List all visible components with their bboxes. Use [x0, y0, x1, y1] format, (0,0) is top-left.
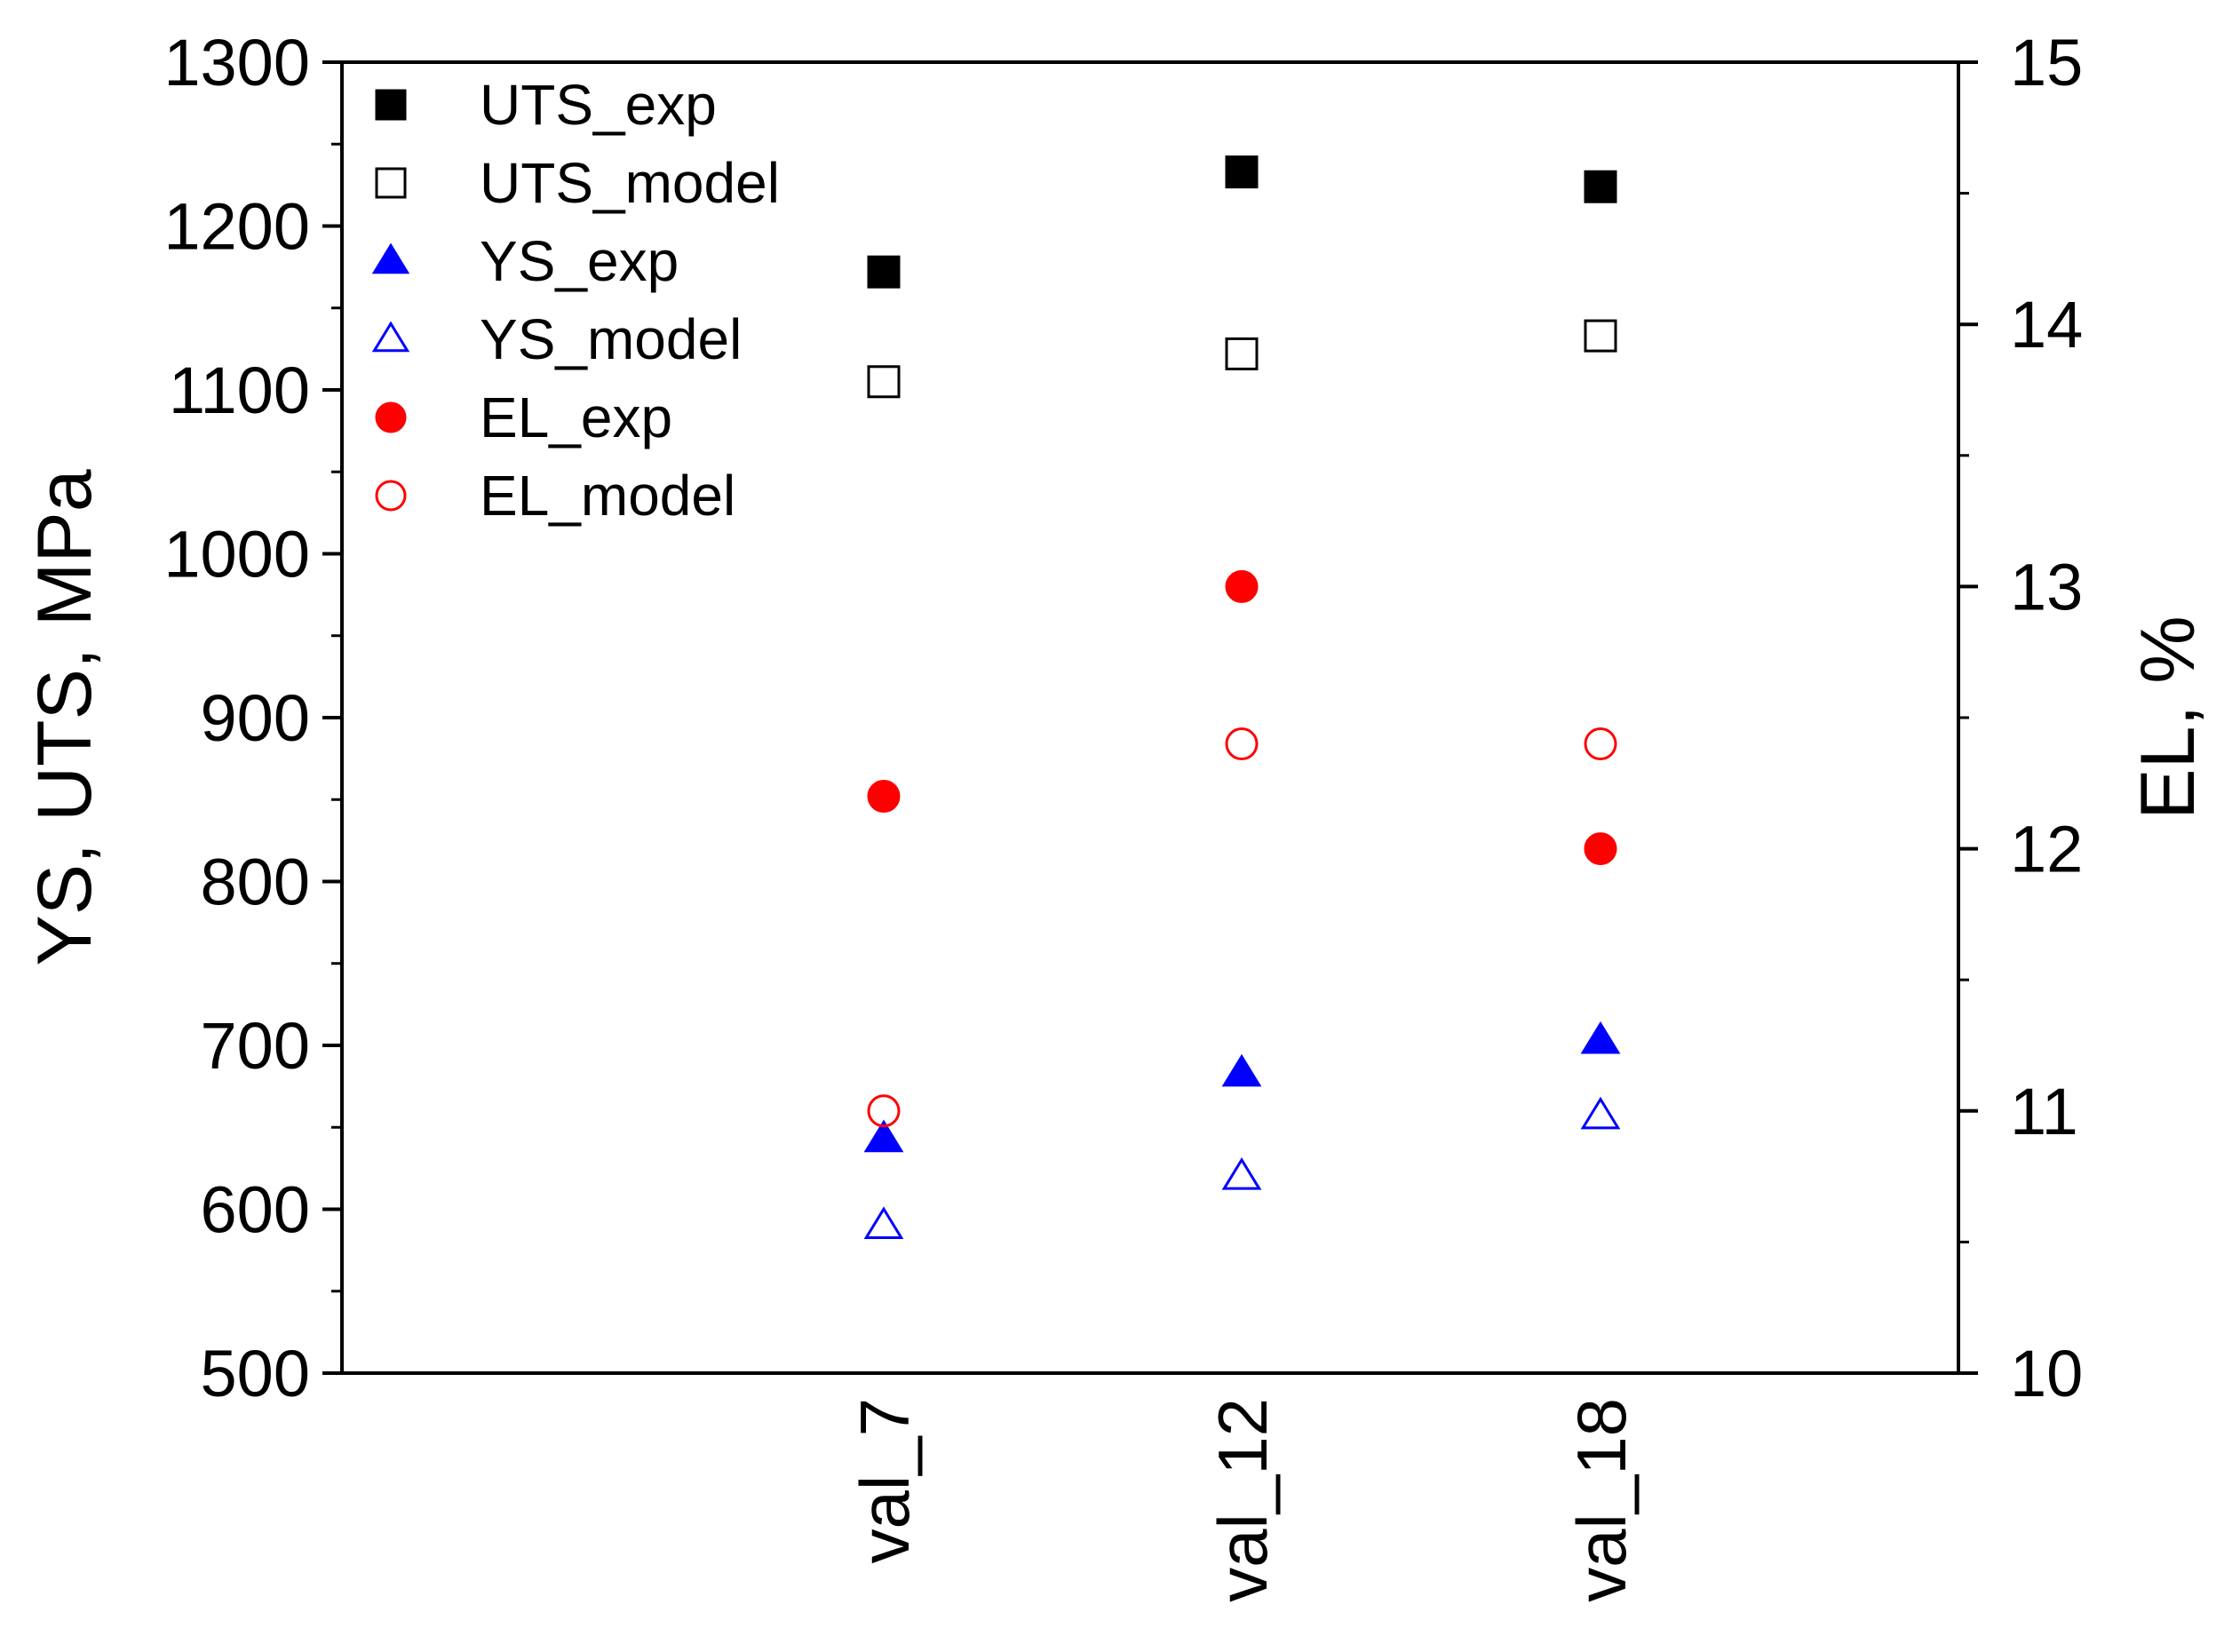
right-tick-label: 13 [2010, 550, 2083, 623]
left-tick-label: 900 [201, 681, 310, 755]
marker-ys-model-val-7 [863, 1206, 904, 1240]
left-tick-label: 1000 [163, 518, 310, 592]
legend-marker-ys-model [371, 321, 410, 353]
marker-el-exp-val-7 [867, 780, 901, 814]
legend-marker-el-model [375, 480, 407, 512]
legend-marker-ys-exp [371, 242, 410, 274]
legend-label-uts-model: UTS_model [480, 151, 780, 215]
category-label-val-12: val_12 [1203, 1398, 1282, 1602]
marker-ys-model-val-12 [1221, 1156, 1262, 1190]
marker-el-model-val-18 [1584, 727, 1617, 761]
right-tick-label: 12 [2010, 813, 2083, 886]
right-tick-label: 15 [2010, 26, 2083, 99]
marker-uts-exp-val-7 [867, 255, 901, 289]
right-tick-label: 11 [2010, 1075, 2078, 1148]
marker-uts-exp-val-18 [1584, 170, 1617, 203]
marker-el-model-val-7 [867, 1094, 901, 1128]
marker-uts-model-val-7 [867, 365, 901, 399]
legend-label-el-model: EL_model [480, 464, 735, 528]
left-tick-label: 800 [201, 846, 310, 919]
marker-uts-exp-val-12 [1225, 155, 1259, 189]
marker-el-exp-val-18 [1584, 832, 1617, 866]
left-tick-label: 700 [201, 1009, 310, 1083]
left-tick-label: 1300 [163, 26, 310, 99]
marker-el-exp-val-12 [1225, 569, 1259, 603]
legend-label-ys-model: YS_model [480, 307, 742, 371]
legend-label-el-exp: EL_exp [480, 385, 672, 449]
left-tick-label: 1200 [163, 190, 310, 264]
left-axis: 500 600 700 800 900 1000 1100 1200 1300 [163, 26, 342, 1410]
marker-el-model-val-12 [1225, 727, 1259, 761]
category-axis: val_7 val_12 val_18 [846, 1398, 1640, 1602]
marker-uts-model-val-12 [1225, 337, 1259, 370]
right-axis-title: EL, % [2125, 616, 2211, 819]
marker-uts-model-val-18 [1584, 319, 1617, 353]
right-axis: 10 11 12 13 14 15 [1958, 26, 2083, 1410]
right-tick-label: 14 [2010, 288, 2083, 361]
left-tick-label: 600 [201, 1173, 310, 1247]
category-label-val-7: val_7 [846, 1398, 924, 1563]
legend: UTS_exp UTS_model YS_exp YS_model EL_exp EL_m… [371, 73, 780, 528]
category-label-val-18: val_18 [1562, 1398, 1640, 1602]
left-tick-label: 500 [201, 1337, 310, 1410]
legend-marker-uts-model [375, 167, 407, 199]
marker-ys-model-val-18 [1580, 1096, 1621, 1130]
left-tick-label: 1100 [169, 353, 310, 427]
marker-ys-exp-val-12 [1221, 1053, 1262, 1087]
data-markers [863, 155, 1621, 1240]
legend-marker-uts-exp [375, 89, 407, 121]
legend-label-ys-exp: YS_exp [480, 229, 679, 293]
legend-marker-el-exp [375, 401, 407, 433]
marker-ys-exp-val-18 [1580, 1021, 1621, 1054]
left-axis-title: YS, UTS, MPa [22, 469, 107, 965]
legend-label-uts-exp: UTS_exp [480, 73, 717, 137]
right-tick-label: 10 [2010, 1337, 2083, 1410]
marker-ys-exp-val-7 [863, 1119, 904, 1153]
